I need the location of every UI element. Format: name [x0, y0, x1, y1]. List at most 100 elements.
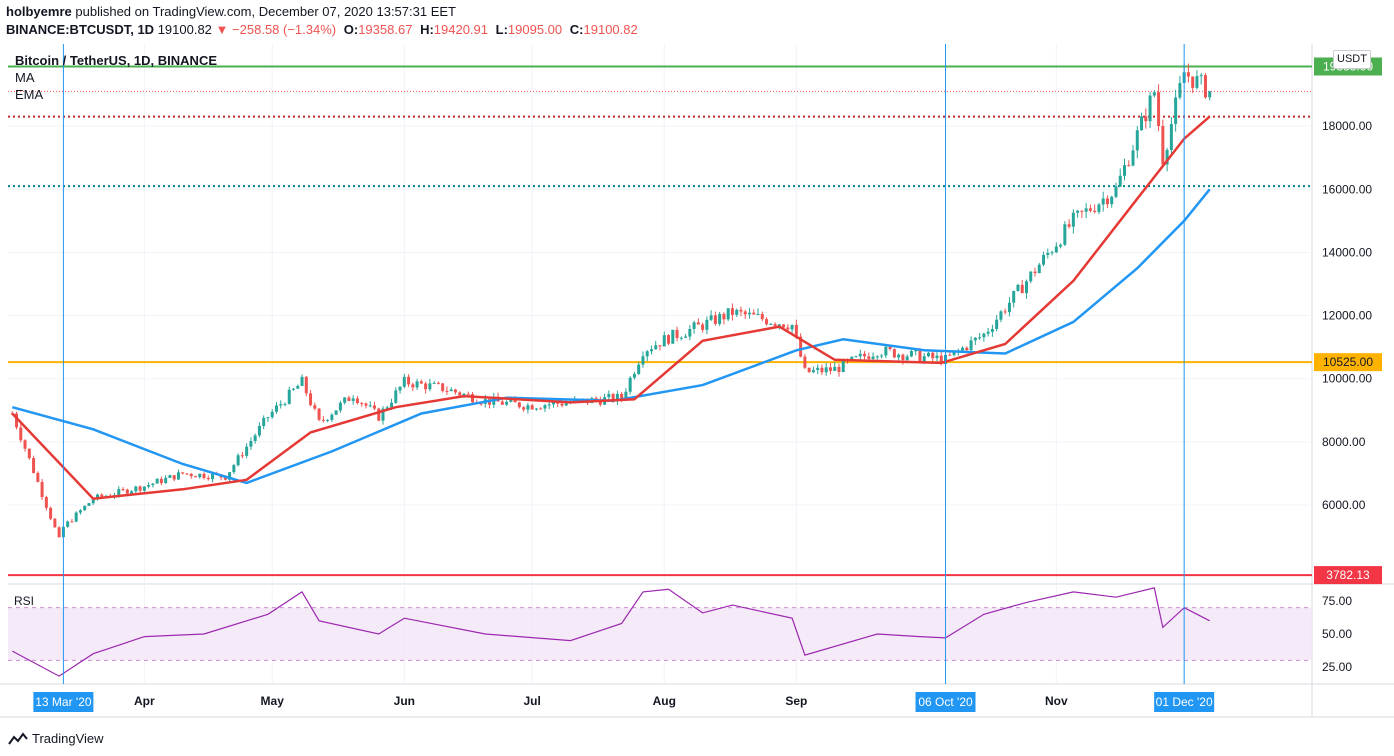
candle-body: [1007, 302, 1011, 313]
candle-body: [245, 446, 249, 456]
low-value: 19095.00: [507, 22, 563, 37]
candle-body: [168, 475, 172, 478]
candle-body: [27, 448, 31, 459]
candle-body: [330, 414, 334, 420]
candle-body: [1135, 130, 1139, 151]
highlight-date-box: [1154, 692, 1215, 712]
candle-body: [854, 356, 858, 358]
candle-body: [313, 405, 317, 409]
candle-body: [198, 473, 202, 478]
level-price-box: [1314, 353, 1382, 372]
candle-body: [684, 336, 688, 338]
candle-body: [1195, 76, 1199, 88]
candle-body: [888, 346, 892, 350]
candle-body: [355, 398, 359, 404]
candle-body: [871, 356, 875, 359]
candle-body: [287, 389, 291, 404]
candle-body: [820, 367, 824, 373]
candle-body: [1050, 252, 1054, 254]
candle-body: [19, 427, 23, 441]
candle-body: [850, 356, 854, 361]
candle-body: [142, 486, 146, 491]
level-price-label: 10525.00: [1323, 355, 1373, 369]
candle-body: [705, 319, 709, 330]
candle-body: [1037, 264, 1041, 274]
low-label: L:: [495, 22, 508, 37]
candle-body: [381, 408, 385, 421]
highlight-date-label: 01 Dec '20: [1156, 695, 1213, 709]
author-name[interactable]: holbyemre: [6, 4, 72, 19]
last-price: 19100.82: [157, 22, 212, 37]
candle-body: [598, 400, 602, 405]
candle-body: [1199, 75, 1203, 77]
ma-legend[interactable]: MA: [15, 70, 35, 85]
candle-body: [841, 359, 845, 372]
candle-body: [807, 367, 811, 373]
candle-body: [121, 489, 125, 491]
candle-body: [83, 505, 87, 511]
candle-body: [918, 350, 922, 362]
candle-body: [249, 441, 253, 447]
price-change: −258.58 (−1.34%): [232, 22, 337, 37]
candle-body: [147, 485, 151, 487]
candle-body: [1093, 210, 1097, 212]
candle-body: [1003, 311, 1007, 313]
candle-body: [649, 349, 653, 352]
candle-body: [969, 340, 973, 351]
candle-body: [897, 354, 901, 358]
candle-body: [368, 405, 372, 407]
candle-body: [1020, 284, 1024, 294]
candle-body: [1063, 224, 1067, 245]
candle-body: [931, 352, 935, 359]
candle-body: [326, 419, 330, 421]
candle-body: [1208, 91, 1212, 98]
candle-body: [828, 367, 832, 371]
candle-body: [692, 322, 696, 329]
ohlc-header: BINANCE:BTCUSDT, 1D 19100.82 ▼ −258.58 (…: [6, 22, 638, 37]
candle-body: [1127, 165, 1131, 167]
candle-body: [402, 376, 406, 387]
candle-body: [32, 458, 36, 473]
candle-body: [181, 472, 185, 474]
candle-body: [458, 392, 462, 396]
candle-body: [611, 394, 615, 402]
candle-body: [317, 408, 321, 420]
candle-body: [74, 512, 78, 522]
candle-body: [394, 390, 398, 403]
candle-body: [176, 472, 180, 480]
candle-body: [965, 347, 969, 351]
candle-body: [1097, 204, 1101, 212]
close-label: C:: [569, 22, 584, 37]
ema-legend[interactable]: EMA: [15, 87, 44, 102]
candle-body: [995, 319, 999, 329]
candle-body: [824, 367, 828, 373]
rsi-legend[interactable]: RSI: [14, 594, 35, 608]
candle-body: [773, 323, 777, 326]
close-value: 19100.82: [583, 22, 638, 37]
rsi-band: [8, 607, 1312, 661]
candle-body: [560, 403, 564, 406]
candle-body: [922, 356, 926, 362]
candle-body: [1191, 76, 1195, 88]
open-label: O:: [343, 22, 359, 37]
candle-body: [1140, 116, 1144, 131]
candle-body: [1042, 254, 1046, 265]
candle-body: [321, 419, 325, 421]
candle-body: [134, 486, 138, 492]
tradingview-brand[interactable]: TradingView: [8, 731, 104, 746]
candle-body: [884, 346, 888, 356]
candle-body: [236, 455, 240, 466]
currency-button[interactable]: USDT: [1333, 50, 1371, 69]
candle-body: [296, 385, 300, 389]
candle-body: [909, 350, 913, 357]
candle-body: [1059, 244, 1063, 247]
candle-body: [607, 394, 611, 398]
candle-body: [939, 355, 943, 364]
candle-body: [935, 355, 939, 359]
rsi-tick-label: 25.00: [1322, 660, 1352, 674]
candle-body: [100, 494, 104, 497]
candle-body: [300, 376, 304, 386]
candle-body: [390, 402, 394, 408]
candle-body: [1080, 210, 1084, 212]
